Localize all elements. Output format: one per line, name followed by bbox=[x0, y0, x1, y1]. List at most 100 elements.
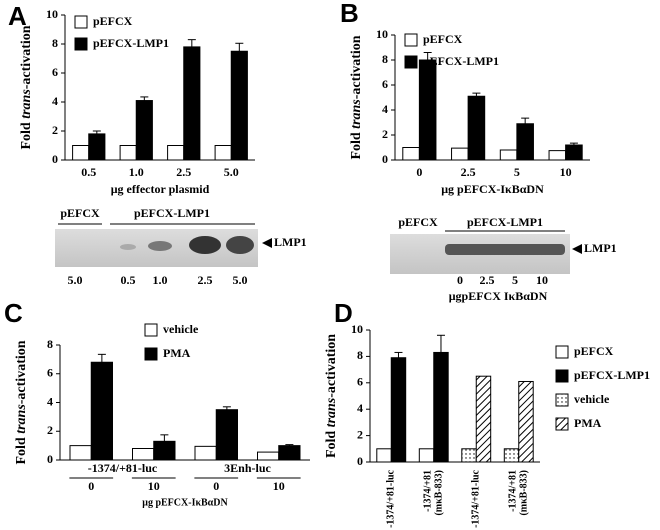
bar bbox=[119, 145, 137, 161]
blot-group: pEFCX bbox=[60, 206, 100, 220]
bar bbox=[153, 440, 176, 461]
error-bar bbox=[140, 96, 149, 101]
x-label-line: (mκB-833) bbox=[519, 470, 530, 516]
error-bar bbox=[235, 42, 244, 52]
y-tick-label: 10 bbox=[376, 27, 388, 41]
bar bbox=[257, 451, 280, 461]
bar bbox=[433, 351, 449, 463]
x-tick-label: -1374/+81(mκB-833) bbox=[423, 470, 445, 516]
x-tick-label: 5.0 bbox=[224, 165, 239, 179]
blot-group: pEFCX-LMP1 bbox=[467, 215, 543, 229]
panel-letter: D bbox=[334, 298, 353, 328]
bar bbox=[503, 448, 520, 463]
x-tick-label: -1374/+81-luc bbox=[471, 469, 482, 527]
x-tick-label: 10 bbox=[148, 479, 160, 493]
lane-label: 2.5 bbox=[480, 273, 495, 287]
y-tick-label: 6 bbox=[357, 375, 363, 389]
legend-swatch bbox=[404, 55, 418, 69]
y-tick-label: 2 bbox=[52, 123, 58, 137]
legend-swatch bbox=[555, 345, 569, 359]
y-label-part: trans bbox=[14, 404, 29, 434]
y-axis-label: Fold trans-activation bbox=[324, 334, 339, 458]
bar bbox=[390, 357, 407, 463]
bar bbox=[376, 448, 392, 463]
bar bbox=[194, 445, 217, 461]
legend-swatch bbox=[555, 393, 569, 407]
y-tick-label: 0 bbox=[357, 454, 363, 468]
bar bbox=[499, 149, 518, 161]
y-label-part: Fold bbox=[19, 119, 34, 150]
y-label-part: -activation bbox=[14, 340, 29, 404]
group-label: -1374/+81-luc bbox=[88, 461, 158, 475]
y-tick-label: 0 bbox=[52, 152, 58, 166]
bar bbox=[230, 50, 248, 161]
y-axis-label: Fold trans-activation bbox=[19, 25, 34, 149]
bar bbox=[88, 133, 106, 161]
error-bar bbox=[569, 142, 578, 145]
bar bbox=[548, 150, 567, 161]
y-label-part: -activation bbox=[324, 334, 339, 398]
y-tick-label: 8 bbox=[357, 348, 363, 362]
bar bbox=[516, 123, 534, 161]
x-tick-label: 0 bbox=[213, 479, 219, 493]
y-axis-label: Fold trans-activation bbox=[14, 340, 29, 464]
bar bbox=[565, 144, 583, 161]
lane-label: 5.0 bbox=[68, 273, 83, 287]
x-tick-label: 1.0 bbox=[129, 165, 144, 179]
bar bbox=[135, 100, 153, 161]
x-tick-label: -1374/+81(mκB-833) bbox=[508, 470, 530, 516]
error-bar bbox=[160, 434, 169, 442]
x-tick-label: 2.5 bbox=[461, 165, 476, 179]
legend-label: pEFCX-LMP1 bbox=[423, 54, 499, 68]
x-tick-label: 2.5 bbox=[176, 165, 191, 179]
bar bbox=[467, 95, 486, 161]
error-bar bbox=[394, 351, 403, 358]
error-bar bbox=[423, 52, 432, 60]
legend-swatch bbox=[144, 347, 158, 361]
lane-label: 1.0 bbox=[153, 273, 168, 287]
lane-label: 0 bbox=[457, 273, 463, 287]
bar bbox=[214, 145, 232, 161]
bar bbox=[132, 448, 155, 461]
y-tick-label: 6 bbox=[382, 77, 388, 91]
blot-caption: μgpEFCX IκBαDN bbox=[449, 289, 548, 303]
y-label-part: -activation bbox=[349, 35, 364, 99]
x-tick-label: 5 bbox=[514, 165, 520, 179]
bar bbox=[183, 46, 201, 161]
x-label-line: -1374/+81 bbox=[423, 470, 434, 512]
x-tick-label: 0.5 bbox=[81, 165, 96, 179]
blot-band: LMP1 bbox=[584, 241, 617, 255]
legend-swatch bbox=[74, 37, 88, 51]
legend-label: vehicle bbox=[163, 322, 199, 336]
y-axis-label: Fold trans-activation bbox=[349, 35, 364, 159]
y-tick-label: 8 bbox=[382, 52, 388, 66]
y-label-part: Fold bbox=[324, 427, 339, 458]
x-axis-label: μg pEFCX-IκBαDN bbox=[142, 497, 228, 508]
legend-label: pEFCX bbox=[93, 14, 133, 28]
x-label-line: -1374/+81 bbox=[508, 470, 519, 512]
y-tick-label: 2 bbox=[47, 423, 53, 437]
y-label-part: trans bbox=[19, 89, 34, 119]
bar bbox=[402, 147, 420, 161]
y-label-part: trans bbox=[349, 99, 364, 129]
blot-group: pEFCX bbox=[398, 215, 438, 229]
x-tick-label: 10 bbox=[273, 479, 285, 493]
y-tick-label: 10 bbox=[46, 7, 58, 21]
error-bar bbox=[222, 406, 231, 410]
bar bbox=[451, 147, 469, 161]
error-bar bbox=[472, 92, 481, 97]
legend-label: pEFCX bbox=[423, 32, 463, 46]
lane-label: 5 bbox=[512, 273, 518, 287]
bar bbox=[461, 448, 477, 463]
y-tick-label: 2 bbox=[382, 127, 388, 141]
x-tick-label: -1374/+81-luc bbox=[386, 469, 397, 527]
blot-a: pEFCX pEFCX-LMP1 LMP1 5.0 0.5 1.0 2.5 5.… bbox=[55, 206, 307, 287]
legend-label: pEFCX-LMP1 bbox=[574, 368, 650, 382]
y-tick-label: 6 bbox=[52, 65, 58, 79]
legend-label: vehicle bbox=[574, 392, 610, 406]
legend-swatch bbox=[74, 15, 88, 29]
blot-band: LMP1 bbox=[274, 235, 307, 249]
error-bar bbox=[521, 117, 530, 124]
y-tick-label: 0 bbox=[47, 452, 53, 466]
